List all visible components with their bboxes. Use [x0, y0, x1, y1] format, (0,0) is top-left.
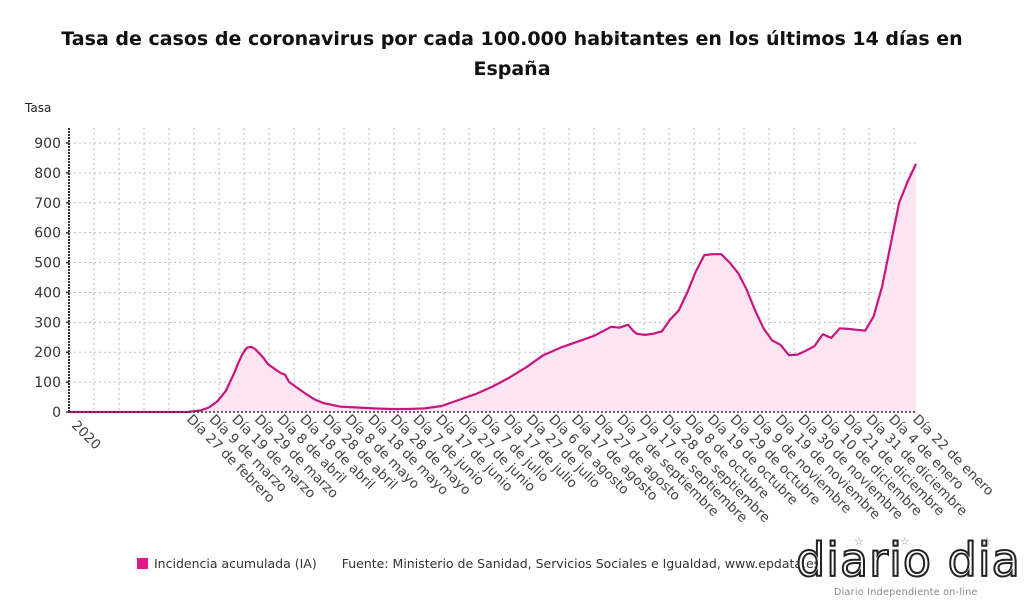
y-tick-label: 100	[34, 375, 61, 391]
series-area-fill	[69, 163, 916, 412]
logo-wordmark: diario dia	[795, 532, 1021, 588]
y-tick-label: 400	[34, 285, 61, 301]
legend: Incidencia acumulada (IA) Fuente: Minist…	[137, 556, 820, 571]
legend-label: Incidencia acumulada (IA)	[154, 556, 317, 571]
chart-title-line-1: Tasa de casos de coronavirus por cada 10…	[61, 28, 963, 50]
axes	[68, 128, 916, 413]
legend-swatch	[137, 558, 148, 569]
y-tick-label: 800	[34, 166, 61, 182]
series-line	[69, 163, 917, 414]
y-tick-labels: 0 100 200 300 400 500 600 700 800 900	[34, 136, 69, 421]
series-group	[68, 163, 917, 414]
diario-dia-logo: diario dia ☆ ☆ ☆ Diario Independiente on…	[795, 532, 1024, 601]
chart-title-line-2: España	[473, 58, 551, 80]
y-tick-label: 200	[34, 345, 61, 361]
star-icon: ☆	[982, 535, 992, 548]
y-axis-label: Tasa	[25, 101, 52, 115]
logo-tagline: Diario Independiente on-line	[834, 587, 978, 598]
y-tick-label: 300	[34, 315, 61, 331]
y-tick-label: 500	[34, 256, 61, 272]
y-tick-label: 900	[34, 136, 61, 152]
x-tick-label: 2020	[68, 418, 104, 454]
star-icon: ☆	[854, 535, 864, 548]
y-tick-label: 0	[52, 405, 61, 421]
y-tick-label: 700	[34, 196, 61, 212]
star-icon: ☆	[900, 535, 910, 548]
chart-title: Tasa de casos de coronavirus por cada 10…	[0, 24, 1024, 84]
source-text: Fuente: Ministerio de Sanidad, Servicios…	[341, 556, 821, 571]
y-tick-label: 600	[34, 226, 61, 242]
